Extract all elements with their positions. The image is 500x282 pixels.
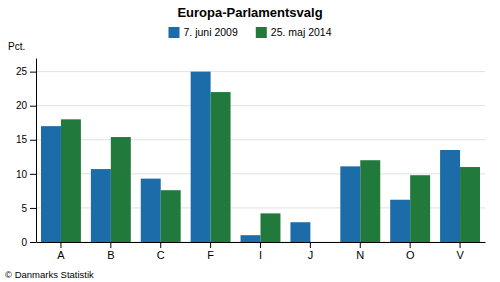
bar	[261, 213, 281, 242]
tick-label: F	[207, 249, 214, 261]
tick: 25	[16, 66, 36, 77]
legend: 7. juni 2009 25. maj 2014	[168, 26, 331, 38]
bar-series	[41, 72, 460, 242]
grid	[36, 72, 485, 242]
tick-mark	[30, 72, 36, 73]
annotation: © Danmarks Statistik	[5, 269, 94, 280]
tick-label: 25	[16, 66, 28, 77]
tick-mark	[260, 242, 261, 248]
bar	[91, 169, 111, 242]
tick: I	[259, 242, 262, 261]
tick-mark	[210, 242, 211, 248]
bar	[340, 166, 360, 242]
bar	[440, 150, 460, 242]
legend-swatch	[168, 27, 179, 38]
tick-label: 15	[16, 134, 28, 145]
tick: A	[57, 242, 65, 261]
title: Europa-Parlamentsvalg	[177, 5, 322, 20]
tick-label: O	[406, 249, 415, 261]
tick-mark	[110, 242, 111, 248]
tick-label: B	[107, 249, 114, 261]
bar	[460, 167, 480, 242]
bars	[41, 72, 480, 242]
tick-label: V	[456, 249, 464, 261]
bar	[211, 92, 231, 242]
tick-mark	[360, 242, 361, 248]
grid-line	[36, 71, 485, 72]
tick-label: N	[356, 249, 364, 261]
bar	[360, 160, 380, 242]
tick-label: 10	[16, 169, 28, 180]
tick: 0	[21, 237, 36, 248]
tick: 20	[16, 100, 36, 111]
bar	[410, 175, 430, 242]
plot: 0 5 10 15 20 25 A B C F I J N O V	[16, 59, 486, 261]
axis-line	[36, 59, 37, 243]
tick-mark	[60, 242, 61, 248]
tick-mark	[310, 242, 311, 248]
bar	[161, 190, 181, 242]
legend-swatch	[256, 27, 267, 38]
legend-label: 7. juni 2009	[183, 26, 237, 38]
tick: J	[308, 242, 314, 261]
tick-label: 5	[21, 203, 27, 214]
tick-mark	[460, 242, 461, 248]
tick: B	[107, 242, 114, 261]
grid-line	[36, 139, 485, 140]
legend-item: 7. juni 2009	[168, 26, 237, 38]
bar	[390, 200, 410, 242]
tick-mark	[30, 106, 36, 107]
bar	[241, 235, 261, 242]
tick-label: 20	[16, 100, 28, 111]
tick: C	[157, 242, 165, 261]
legend-label: 25. maj 2014	[271, 26, 332, 38]
legend-item: 25. maj 2014	[256, 26, 332, 38]
tick: 15	[16, 134, 36, 145]
tick: N	[356, 242, 364, 261]
tick-mark	[30, 174, 36, 175]
tick-label: 0	[21, 237, 27, 248]
tick: O	[406, 242, 415, 261]
tick-mark	[410, 242, 411, 248]
tick-label: J	[308, 249, 314, 261]
chart-svg: 0 5 10 15 20 25 A B C F I J N O V Pct. Europa-Parlaments…	[0, 0, 500, 282]
bar	[290, 222, 310, 242]
tick: F	[207, 242, 214, 261]
tick: 10	[16, 169, 36, 180]
tick-label: A	[57, 249, 65, 261]
tick-mark	[30, 208, 36, 209]
tick-mark	[30, 242, 36, 243]
tick-mark	[30, 140, 36, 141]
bar	[310, 242, 330, 243]
tick: 5	[21, 203, 36, 214]
y-axis: 0 5 10 15 20 25	[16, 59, 37, 248]
bar-series	[61, 92, 480, 242]
tick-mark	[160, 242, 161, 248]
grid-line	[36, 105, 485, 106]
bar	[191, 72, 211, 242]
chart-container: 0 5 10 15 20 25 A B C F I J N O V Pct. Europa-Parlaments…	[0, 0, 500, 282]
bar	[61, 119, 81, 242]
bar	[141, 179, 161, 242]
x-axis: ABCFIJNOV	[37, 242, 486, 261]
y-label: Pct.	[8, 41, 25, 52]
tick: V	[456, 242, 464, 261]
tick-label: C	[157, 249, 165, 261]
tick-label: I	[259, 249, 262, 261]
bar	[41, 126, 61, 242]
bar	[111, 137, 131, 242]
